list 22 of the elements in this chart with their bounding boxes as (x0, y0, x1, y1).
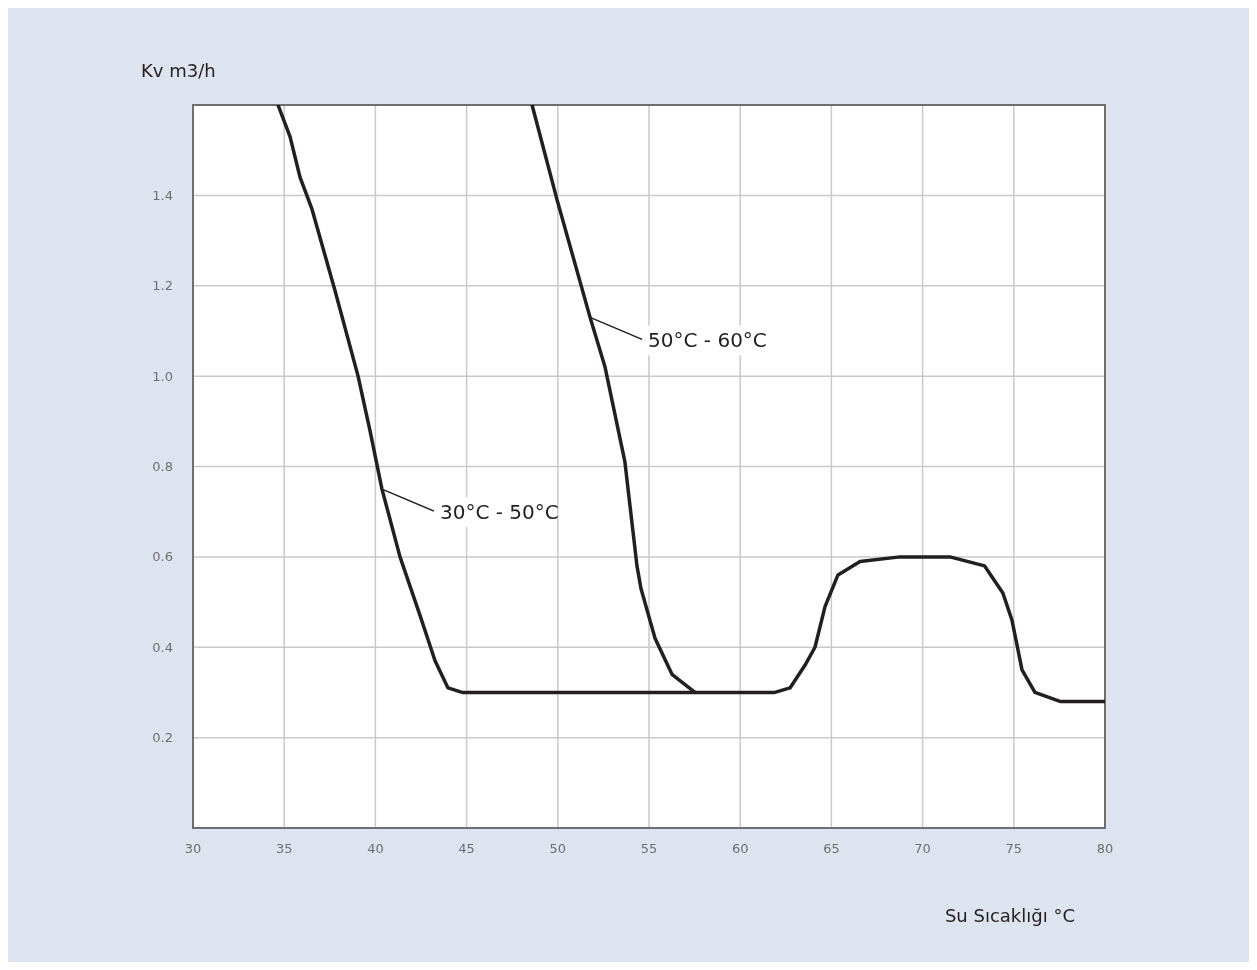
x-tick-label: 80 (1096, 841, 1114, 857)
x-tick-label: 75 (1005, 841, 1023, 857)
x-tick-label: 30 (184, 841, 202, 857)
x-axis-title: Su Sıcaklığı °C (944, 905, 1075, 926)
x-tick-label: 55 (640, 841, 658, 857)
y-tick-label: 0.4 (152, 639, 173, 655)
x-tick-label: 65 (823, 841, 840, 857)
x-tick-label: 60 (731, 841, 749, 857)
x-tick-label: 70 (914, 841, 931, 857)
y-tick-label: 1.4 (152, 187, 173, 203)
x-tick-label: 35 (275, 841, 293, 857)
annotation: 30°C - 50°C (439, 500, 559, 525)
y-tick-label: 1.0 (152, 368, 173, 384)
x-tick-label: 50 (549, 841, 567, 857)
x-tick-label: 40 (367, 841, 384, 857)
y-tick-label: 0.8 (152, 459, 173, 475)
y-tick-label: 1.2 (152, 278, 173, 294)
annotation: 50°C - 60°C (648, 328, 767, 353)
x-tick-label: 45 (458, 841, 475, 857)
y-axis-title: Kv m3/h (141, 60, 216, 81)
y-tick-label: 0.2 (152, 730, 173, 746)
y-tick-label: 0.6 (152, 549, 173, 565)
